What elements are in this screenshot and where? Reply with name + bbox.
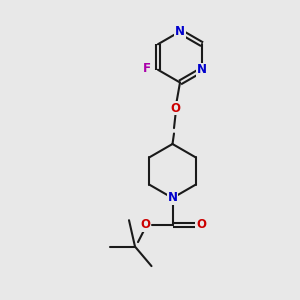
Text: N: N [175,25,185,38]
Text: O: O [170,101,181,115]
Text: O: O [140,218,151,232]
Text: O: O [196,218,206,232]
Text: N: N [197,63,207,76]
Text: F: F [142,62,151,75]
Text: N: N [167,191,178,205]
